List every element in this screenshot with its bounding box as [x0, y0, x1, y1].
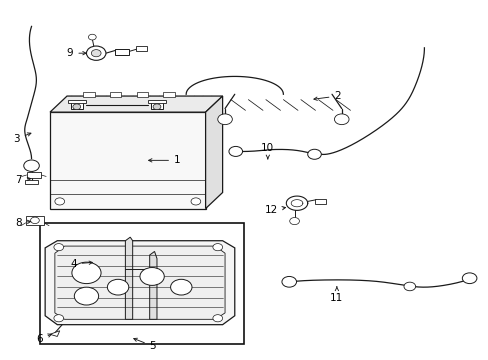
Text: 6: 6: [36, 334, 51, 344]
Polygon shape: [50, 96, 222, 112]
Circle shape: [140, 267, 164, 285]
Circle shape: [228, 147, 242, 157]
Circle shape: [307, 149, 321, 159]
Circle shape: [72, 262, 101, 284]
Polygon shape: [205, 96, 222, 208]
Bar: [315, 199, 325, 204]
Circle shape: [73, 104, 81, 110]
Circle shape: [191, 198, 201, 205]
Polygon shape: [149, 251, 157, 319]
Bar: [50, 112, 205, 208]
Polygon shape: [45, 241, 234, 325]
Circle shape: [403, 282, 415, 291]
Text: 2: 2: [313, 91, 340, 101]
Circle shape: [55, 198, 64, 205]
Circle shape: [86, 46, 106, 60]
Circle shape: [54, 315, 63, 322]
Text: 9: 9: [66, 48, 86, 58]
Bar: [136, 46, 146, 51]
Bar: [25, 180, 38, 184]
Circle shape: [212, 315, 222, 322]
Circle shape: [289, 217, 299, 225]
Bar: [148, 100, 165, 103]
Circle shape: [107, 279, 128, 295]
Polygon shape: [55, 246, 224, 319]
Circle shape: [91, 50, 101, 57]
Text: 5: 5: [134, 338, 156, 351]
Text: 1: 1: [148, 156, 180, 165]
Bar: [163, 93, 175, 97]
Circle shape: [334, 114, 348, 125]
Text: 3: 3: [13, 133, 31, 144]
Bar: [136, 93, 148, 97]
Circle shape: [153, 104, 161, 110]
Bar: [110, 93, 121, 97]
Bar: [115, 49, 129, 55]
Text: 11: 11: [329, 287, 343, 302]
Bar: [71, 102, 82, 109]
Text: 12: 12: [264, 205, 285, 215]
Circle shape: [217, 114, 232, 125]
Polygon shape: [125, 237, 132, 319]
Text: 8: 8: [15, 218, 31, 228]
Bar: [68, 100, 85, 103]
Circle shape: [74, 287, 99, 305]
Circle shape: [24, 160, 39, 171]
Bar: [26, 216, 44, 225]
Circle shape: [170, 279, 192, 295]
Circle shape: [54, 244, 63, 251]
Bar: [151, 102, 163, 109]
Bar: [27, 172, 41, 178]
Circle shape: [88, 34, 96, 40]
Circle shape: [461, 273, 476, 284]
Circle shape: [212, 244, 222, 251]
Bar: [83, 93, 95, 97]
Text: 10: 10: [261, 143, 274, 159]
Bar: [40, 223, 244, 344]
Circle shape: [282, 276, 296, 287]
Polygon shape: [50, 331, 60, 337]
Text: 4: 4: [70, 259, 92, 269]
Circle shape: [30, 217, 39, 224]
Text: 7: 7: [15, 175, 31, 185]
